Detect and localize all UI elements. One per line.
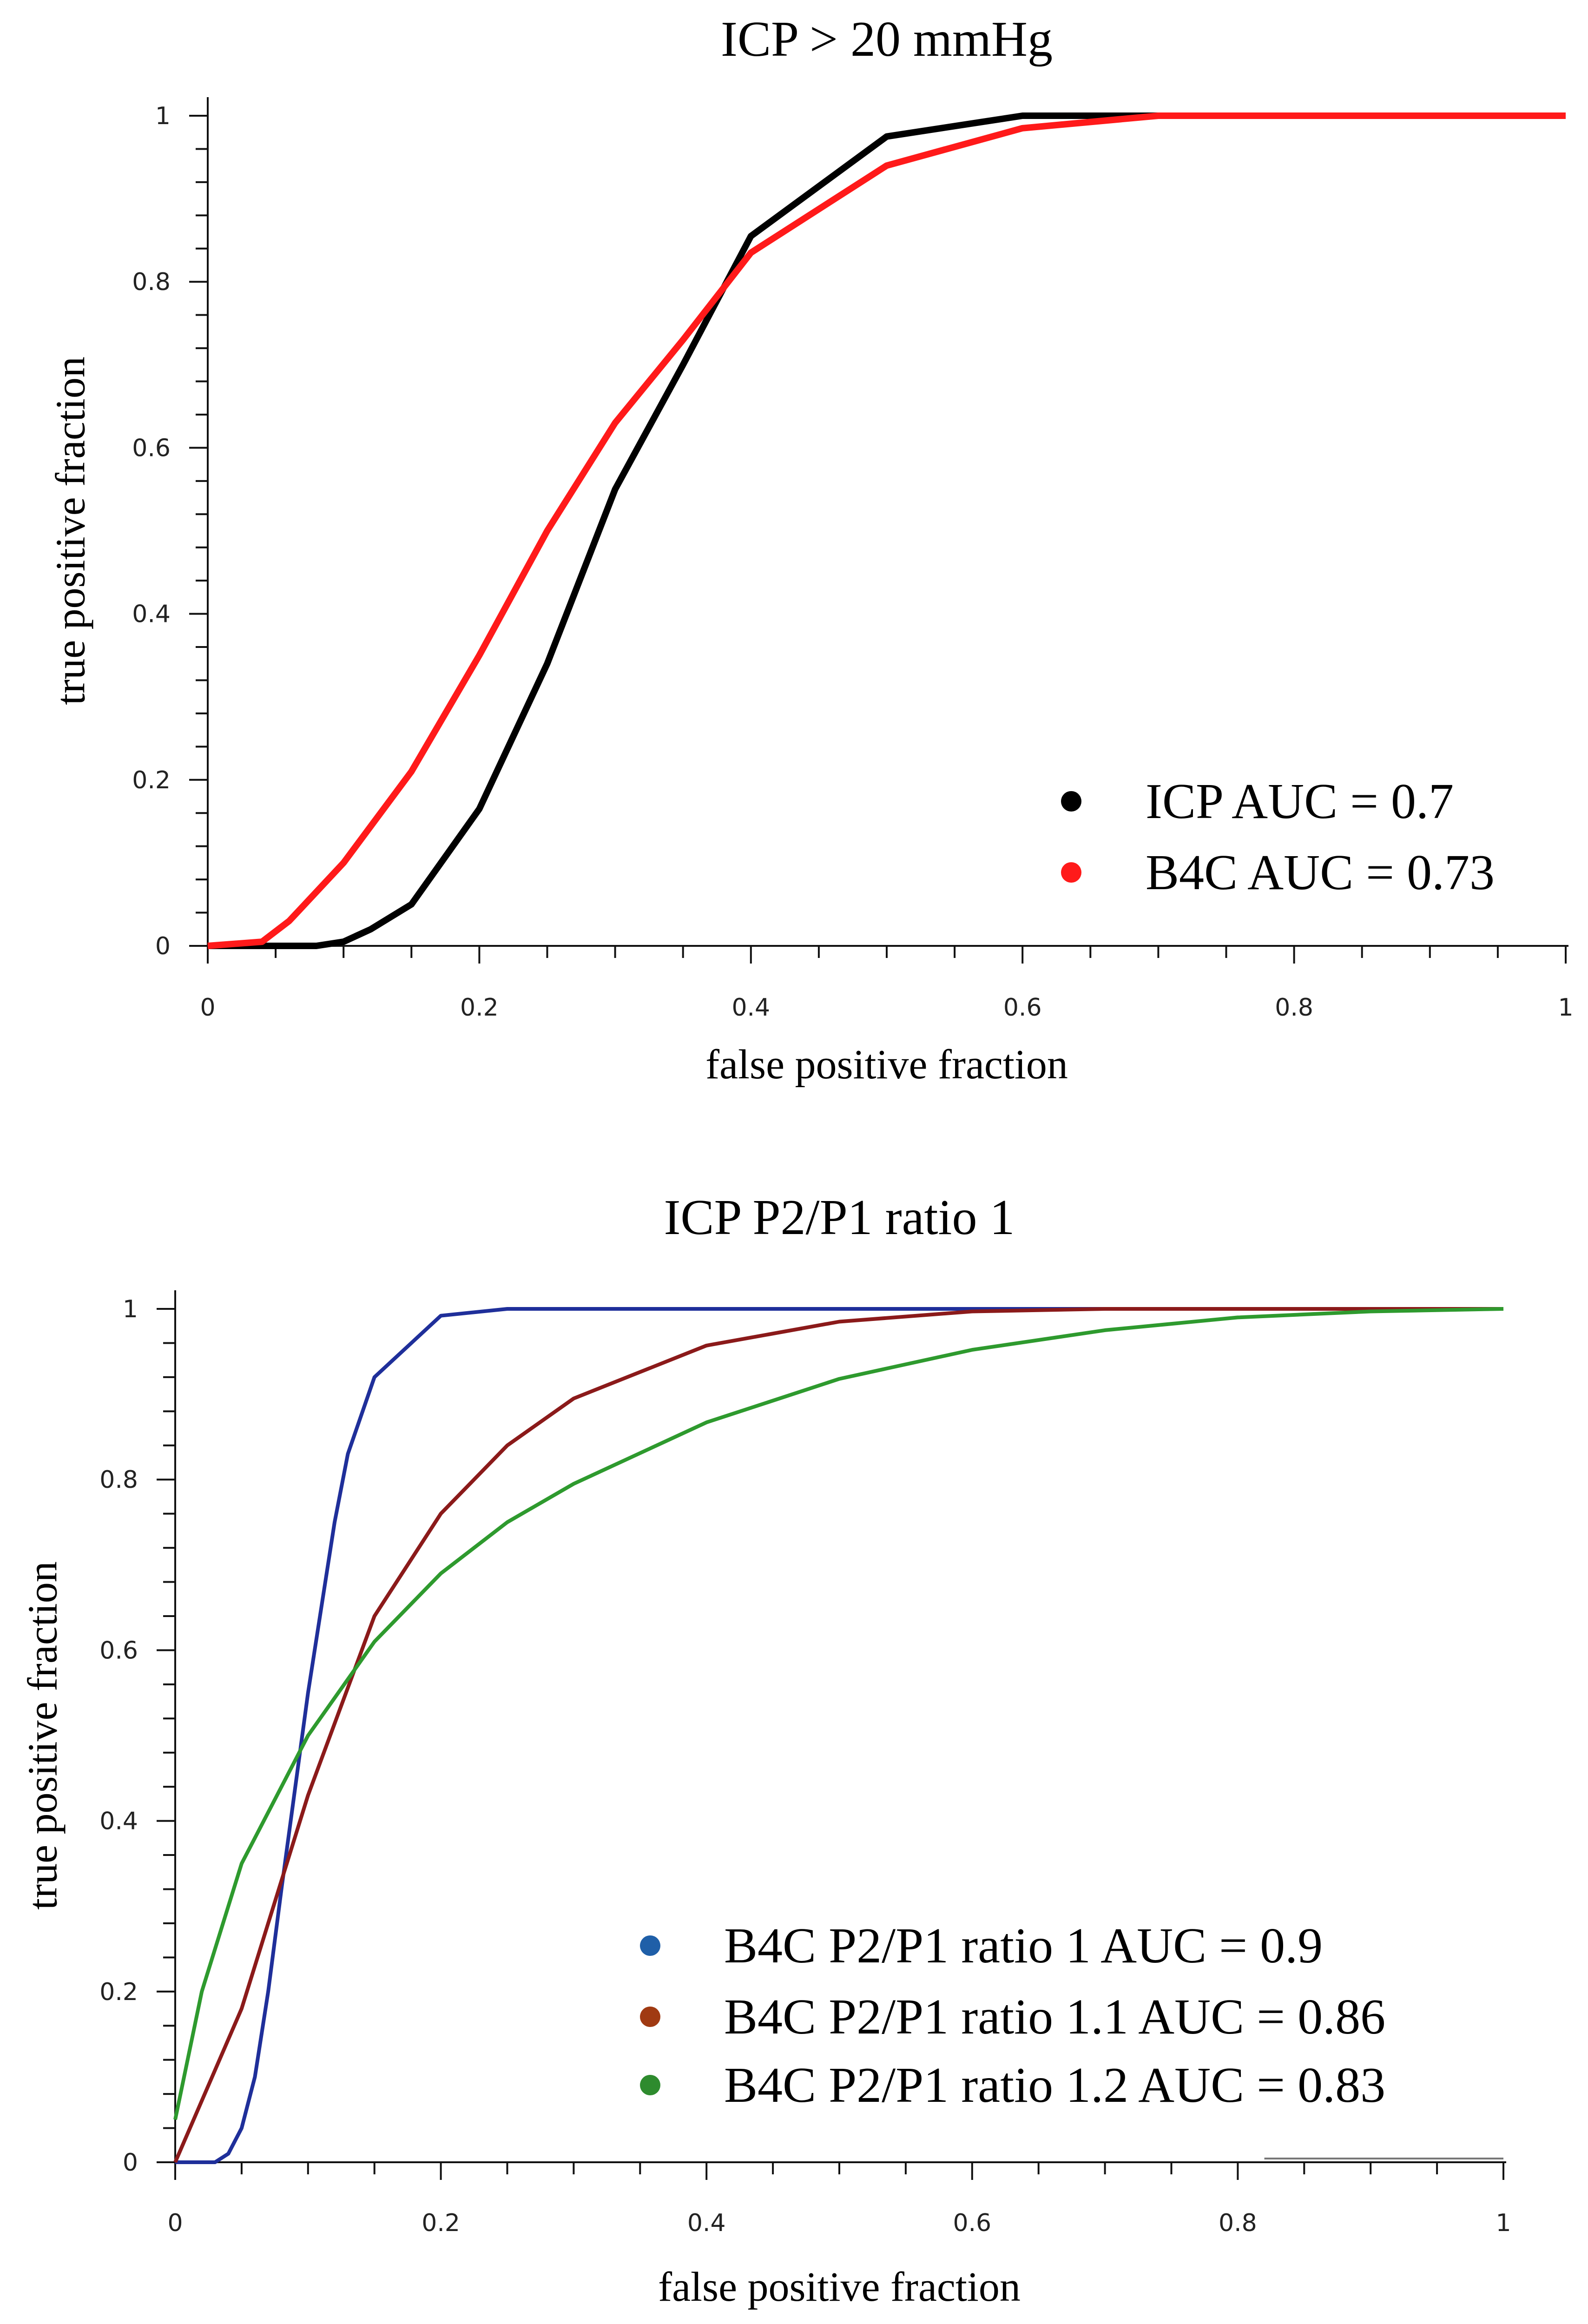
legend-label: ICP AUC = 0.7	[1146, 774, 1454, 829]
y-tick-label: 0.2	[132, 766, 171, 794]
chart-title: ICP > 20 mmHg	[721, 12, 1053, 67]
legend-marker	[640, 1935, 660, 1956]
legend-label: B4C P2/P1 ratio 1 AUC = 0.9	[724, 1918, 1323, 1974]
x-tick-label: 0.6	[953, 2209, 991, 2237]
chart-1: ICP > 20 mmHg 0 0.2 0.4 0.6 0.8 1 0 0.2 0.4 0.6 0.8…	[48, 12, 1574, 1088]
legend-marker	[640, 2007, 660, 2027]
x-tick-label: 0.8	[1275, 994, 1313, 1022]
legend-marker	[640, 2075, 660, 2095]
x-tick-label: 0.6	[1003, 994, 1042, 1022]
x-tick-label: 0.2	[460, 994, 499, 1022]
y-tick-label: 1	[123, 1295, 138, 1323]
series-line-2	[173, 1307, 1503, 2163]
legend-marker	[1061, 862, 1081, 883]
y-tick-label: 0.6	[99, 1637, 138, 1664]
chart-2: ICP P2/P1 ratio 1 0 0.2 0.4 0.6 0.8 1 0 0.2 0.4 0.…	[20, 1190, 1511, 2310]
legend-label: B4C AUC = 0.73	[1146, 845, 1495, 900]
y-tick-label: 0	[155, 932, 171, 960]
series-line-2	[207, 112, 1566, 949]
x-tick-label: 0.8	[1219, 2209, 1257, 2237]
y-tick-label: 0.2	[99, 1978, 138, 2006]
series-line-1	[208, 112, 1566, 949]
x-tick-label: 1	[1558, 994, 1573, 1022]
x-tick-label: 0.4	[687, 2209, 726, 2237]
y-tick-label: 0.4	[132, 601, 171, 628]
y-axis-label: true positive fraction	[20, 1561, 66, 1910]
y-tick-label: 1	[155, 102, 171, 130]
x-axis-label: false positive fraction	[705, 1042, 1068, 1088]
y-tick-label: 0.6	[132, 434, 171, 462]
y-tick-label: 0	[123, 2149, 138, 2177]
chart-title: ICP P2/P1 ratio 1	[664, 1190, 1015, 1245]
legend-label: B4C P2/P1 ratio 1.1 AUC = 0.86	[724, 1989, 1385, 2045]
y-tick-label: 0.4	[99, 1808, 138, 1835]
x-axis-label: false positive fraction	[658, 2264, 1021, 2310]
x-tick-label: 1	[1496, 2209, 1511, 2237]
y-axis-label: true positive fraction	[48, 357, 94, 705]
series-line-1	[175, 1307, 1503, 2164]
legend-marker	[1061, 791, 1081, 812]
legend-label: B4C P2/P1 ratio 1.2 AUC = 0.83	[724, 2058, 1385, 2113]
x-tick-label: 0.4	[731, 994, 770, 1022]
x-tick-label: 0.2	[422, 2209, 460, 2237]
x-tick-label: 0	[167, 2209, 183, 2237]
x-tick-label: 0	[200, 994, 215, 1022]
y-tick-label: 0.8	[99, 1466, 138, 1494]
y-tick-label: 0.8	[132, 268, 171, 296]
